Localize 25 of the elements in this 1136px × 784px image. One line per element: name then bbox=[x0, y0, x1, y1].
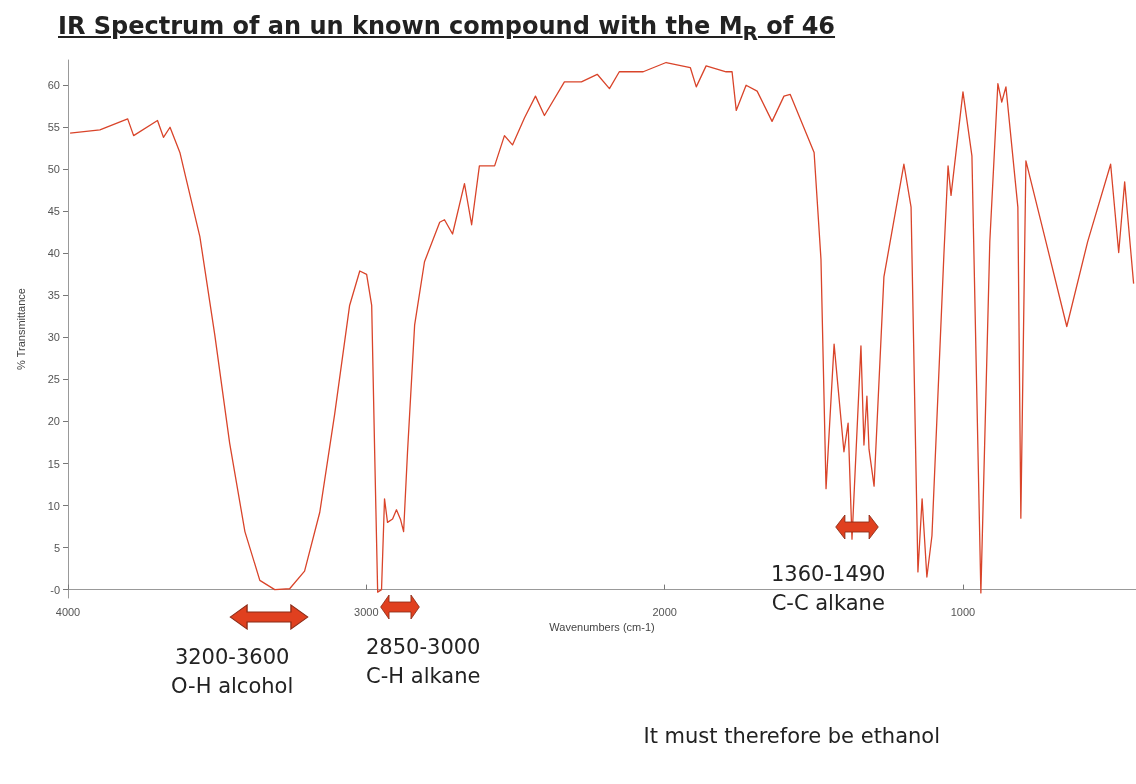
y-tick-label: 50 bbox=[47, 163, 60, 176]
y-tick-label: 30 bbox=[47, 331, 60, 344]
y-tick-label: 25 bbox=[47, 373, 60, 386]
y-tick-label: -0 bbox=[50, 583, 60, 596]
y-tick-label: 45 bbox=[47, 205, 60, 218]
y-axis-title: % Transmittance bbox=[14, 288, 27, 370]
y-tick-label: 20 bbox=[47, 415, 60, 428]
x-axis-title: Wavenumbers (cm-1) bbox=[549, 621, 655, 634]
annotation: 1360-1490 C-C alkane bbox=[771, 561, 886, 618]
y-tick-label: 40 bbox=[47, 247, 60, 260]
x-tick-label: 4000 bbox=[55, 605, 81, 618]
y-tick-label: 35 bbox=[47, 289, 60, 302]
x-tick-label: 2000 bbox=[652, 605, 677, 618]
y-tick-label: 10 bbox=[47, 499, 60, 512]
x-tick-label: 1000 bbox=[950, 605, 976, 618]
y-tick-label: 60 bbox=[47, 79, 60, 92]
chart-title: IR Spectrum of an un known compound with the M$_{R}$ of 46 bbox=[58, 12, 836, 45]
text: 3200-3600 O-H alcohol bbox=[171, 644, 294, 701]
y-tick-label: 5 bbox=[53, 541, 60, 554]
y-tick-label: 15 bbox=[47, 457, 60, 470]
text: 2850-3000 C-H alkane bbox=[366, 634, 481, 691]
y-tick-label: 55 bbox=[47, 121, 60, 134]
text: It must therefore be ethanol bbox=[643, 723, 941, 750]
line-series bbox=[69, 61, 1135, 594]
x-tick-label: 3000 bbox=[354, 605, 379, 618]
